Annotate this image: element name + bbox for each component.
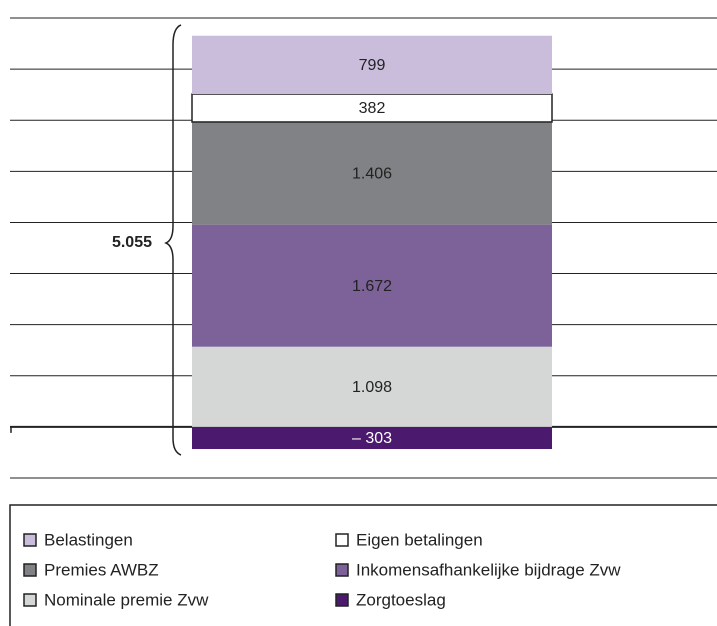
value-label: 799 xyxy=(359,57,386,74)
legend-frame xyxy=(9,504,717,626)
legend-label: Eigen betalingen xyxy=(356,530,483,549)
bar-segment xyxy=(192,35,552,95)
value-label: 1.098 xyxy=(352,379,392,396)
bar-segment xyxy=(192,346,552,427)
legend-swatch xyxy=(23,593,37,607)
legend-label: Inkomensafhankelijke bijdrage Zvw xyxy=(356,560,621,579)
value-label: 1.406 xyxy=(352,166,392,183)
value-label: 1.672 xyxy=(352,278,392,295)
legend-label: Belastingen xyxy=(44,530,133,549)
bar-segment xyxy=(191,93,553,123)
bar-segment xyxy=(192,121,552,225)
legend-label: Premies AWBZ xyxy=(44,560,159,579)
bar-segment xyxy=(192,426,552,450)
value-label: 382 xyxy=(359,100,386,117)
legend-swatch xyxy=(23,563,37,577)
legend-swatch xyxy=(335,593,349,607)
brace xyxy=(164,24,182,456)
value-label: – 303 xyxy=(352,430,392,447)
bar-segment xyxy=(192,224,552,347)
legend-swatch xyxy=(335,533,349,547)
total-annotation: 5.055 xyxy=(112,234,152,251)
legend-label: Nominale premie Zvw xyxy=(44,590,209,609)
legend-swatch xyxy=(335,563,349,577)
legend-swatch xyxy=(23,533,37,547)
legend-label: Zorgtoeslag xyxy=(356,590,446,609)
